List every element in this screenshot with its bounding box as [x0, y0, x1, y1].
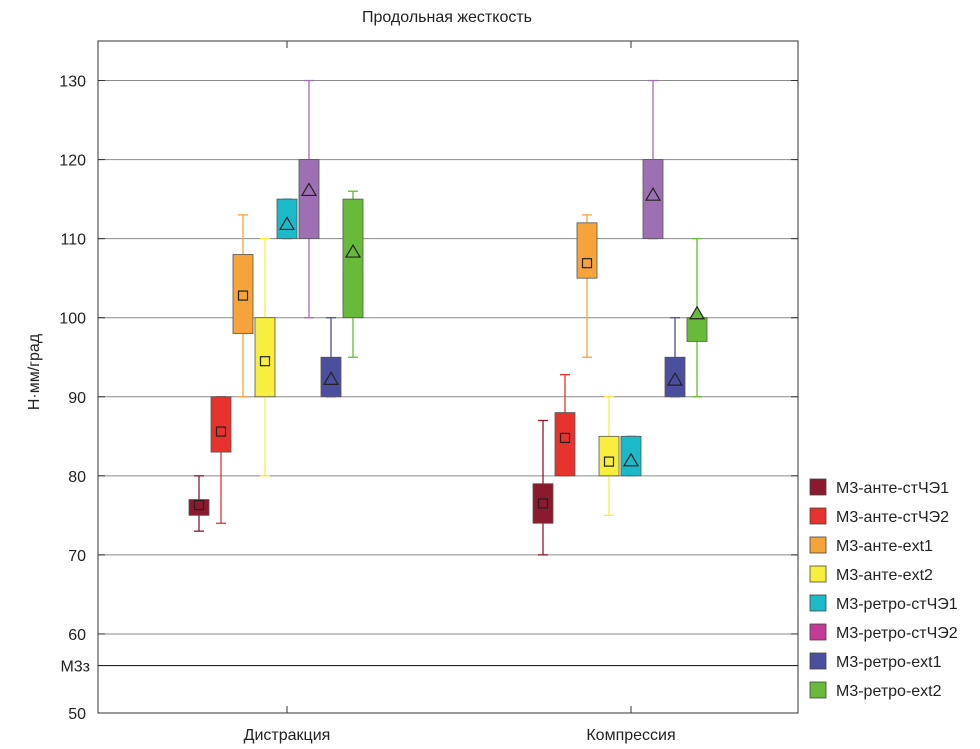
y-tick-label: 130	[59, 74, 86, 91]
legend-item: М3-анте-ext1	[809, 536, 933, 555]
mean-marker	[344, 243, 362, 258]
box	[342, 198, 364, 319]
reference-line-label: М3з	[60, 659, 90, 676]
box-5-0	[298, 79, 320, 319]
box-6-1	[664, 317, 686, 398]
box	[686, 317, 708, 342]
box	[576, 222, 598, 279]
mean-marker	[666, 371, 684, 386]
box-3-0	[254, 237, 276, 477]
mean-marker	[215, 426, 227, 437]
legend-swatch	[809, 594, 827, 612]
legend-item: М3-ретро-ext1	[809, 652, 942, 671]
legend-label: М3-анте-ext1	[836, 538, 933, 555]
legend-label: М3-анте-ext2	[836, 567, 933, 584]
legend-swatch	[809, 652, 827, 670]
box	[598, 435, 620, 477]
y-tick-label: 110	[60, 232, 86, 249]
legend-swatch	[809, 681, 827, 699]
chart-title: Продольная жесткость	[362, 9, 532, 26]
mean-marker	[688, 305, 706, 320]
mean-marker	[259, 356, 271, 367]
plot-frame	[97, 40, 799, 714]
legend-swatch	[809, 623, 827, 641]
x-tick-label: Компрессия	[586, 727, 675, 744]
legend-item: М3-анте-стЧЭ1	[809, 478, 949, 497]
mean-marker	[300, 182, 318, 197]
box-5-1	[642, 79, 664, 240]
mean-marker	[603, 456, 615, 467]
box-2-0	[232, 214, 254, 398]
box-7-0	[342, 190, 364, 358]
box-4-0	[276, 198, 298, 240]
mean-marker	[622, 452, 640, 467]
legend-swatch	[809, 565, 827, 583]
legend-label: М3-ретро-стЧЭ2	[836, 625, 958, 642]
box	[554, 412, 576, 477]
grid-lines	[98, 80, 798, 635]
mean-marker	[193, 499, 205, 511]
y-tick-label: 120	[59, 153, 86, 170]
legend-label: М3-ретро-стЧЭ1	[836, 596, 958, 613]
box-1-1	[554, 373, 576, 477]
box-3-1	[598, 396, 620, 517]
mean-marker	[322, 371, 340, 385]
mean-marker	[537, 498, 549, 509]
mean-marker	[237, 290, 249, 301]
legend-label: М3-ретро-ext1	[836, 654, 942, 671]
axes: 50 60 70 80 90 100 110 120 130 Дистракция Компресс…	[59, 41, 798, 744]
legend-label: М3-ретро-ext2	[836, 683, 942, 700]
box-plots	[188, 79, 708, 556]
legend-swatch	[809, 507, 827, 525]
y-tick-label: 90	[68, 390, 86, 407]
x-tick-label: Дистракция	[244, 727, 331, 744]
legend-label: М3-анте-стЧЭ1	[836, 480, 949, 497]
box-1-0	[210, 396, 232, 524]
y-axis-label: Н·мм/град	[26, 333, 43, 410]
reference-line-group: М3з	[60, 659, 798, 676]
legend-item: М3-анте-стЧЭ2	[809, 507, 949, 526]
y-tick-label: 100	[59, 311, 86, 328]
y-tick-label: 60	[68, 627, 86, 644]
box-2-1	[576, 214, 598, 358]
legend-item: М3-ретро-стЧЭ2	[809, 623, 958, 642]
legend-item: М3-анте-ext2	[809, 565, 933, 584]
mean-marker	[581, 258, 593, 269]
legend-item: М3-ретро-стЧЭ1	[809, 594, 958, 613]
mean-marker	[559, 432, 571, 443]
mean-marker	[644, 186, 662, 201]
box-6-0	[320, 317, 342, 398]
box-0-0	[188, 475, 210, 532]
legend-item: М3-ретро-ext2	[809, 681, 942, 700]
box	[210, 396, 232, 453]
mean-marker	[278, 216, 296, 231]
box-0-1	[532, 419, 554, 556]
y-tick-label: 70	[68, 548, 86, 565]
box-4-1	[620, 435, 642, 477]
y-tick-label: 80	[68, 469, 86, 486]
legend-swatch	[809, 536, 827, 554]
legend: М3-анте-стЧЭ1 М3-анте-стЧЭ2 М3-анте-ext1 М3…	[809, 478, 958, 700]
box-7-1	[686, 237, 708, 398]
legend-label: М3-анте-стЧЭ2	[836, 509, 949, 526]
y-tick-label: 50	[68, 706, 86, 723]
legend-swatch	[809, 478, 827, 496]
box	[298, 159, 320, 240]
